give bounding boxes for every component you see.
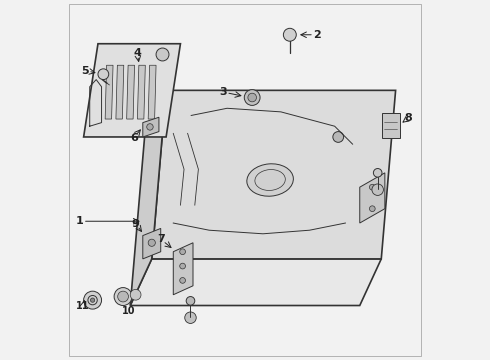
- Circle shape: [373, 168, 382, 177]
- Polygon shape: [130, 90, 166, 306]
- Text: 7: 7: [157, 234, 165, 244]
- Polygon shape: [126, 65, 135, 119]
- Circle shape: [156, 48, 169, 61]
- Circle shape: [333, 132, 343, 142]
- Circle shape: [148, 239, 155, 246]
- Circle shape: [248, 93, 256, 102]
- Circle shape: [180, 263, 186, 269]
- Text: 6: 6: [130, 133, 138, 143]
- Circle shape: [91, 298, 95, 302]
- Polygon shape: [143, 117, 159, 137]
- Circle shape: [84, 291, 101, 309]
- Circle shape: [369, 184, 375, 190]
- Text: 4: 4: [133, 48, 141, 58]
- Polygon shape: [137, 65, 146, 119]
- Text: 8: 8: [404, 113, 412, 123]
- Circle shape: [98, 69, 109, 80]
- Polygon shape: [116, 65, 124, 119]
- Text: 10: 10: [122, 306, 135, 316]
- Polygon shape: [105, 65, 113, 119]
- Text: 3: 3: [220, 87, 227, 97]
- Text: 1: 1: [76, 216, 84, 226]
- Ellipse shape: [247, 164, 294, 196]
- Circle shape: [372, 184, 383, 195]
- Text: 11: 11: [76, 301, 90, 311]
- Circle shape: [185, 312, 196, 323]
- Circle shape: [245, 90, 260, 105]
- Polygon shape: [84, 44, 180, 137]
- Circle shape: [118, 291, 128, 302]
- Circle shape: [114, 288, 132, 306]
- FancyBboxPatch shape: [382, 113, 400, 138]
- Circle shape: [147, 124, 153, 130]
- Polygon shape: [130, 259, 381, 306]
- Circle shape: [186, 297, 195, 305]
- Polygon shape: [173, 243, 193, 295]
- Polygon shape: [148, 65, 156, 119]
- Polygon shape: [143, 228, 161, 259]
- Polygon shape: [360, 173, 385, 223]
- Text: 5: 5: [82, 66, 89, 76]
- Circle shape: [180, 278, 186, 283]
- Circle shape: [283, 28, 296, 41]
- Circle shape: [130, 289, 141, 300]
- Polygon shape: [152, 90, 395, 259]
- Circle shape: [369, 206, 375, 212]
- Text: 9: 9: [132, 219, 140, 229]
- Circle shape: [180, 249, 186, 255]
- Text: 2: 2: [313, 30, 320, 40]
